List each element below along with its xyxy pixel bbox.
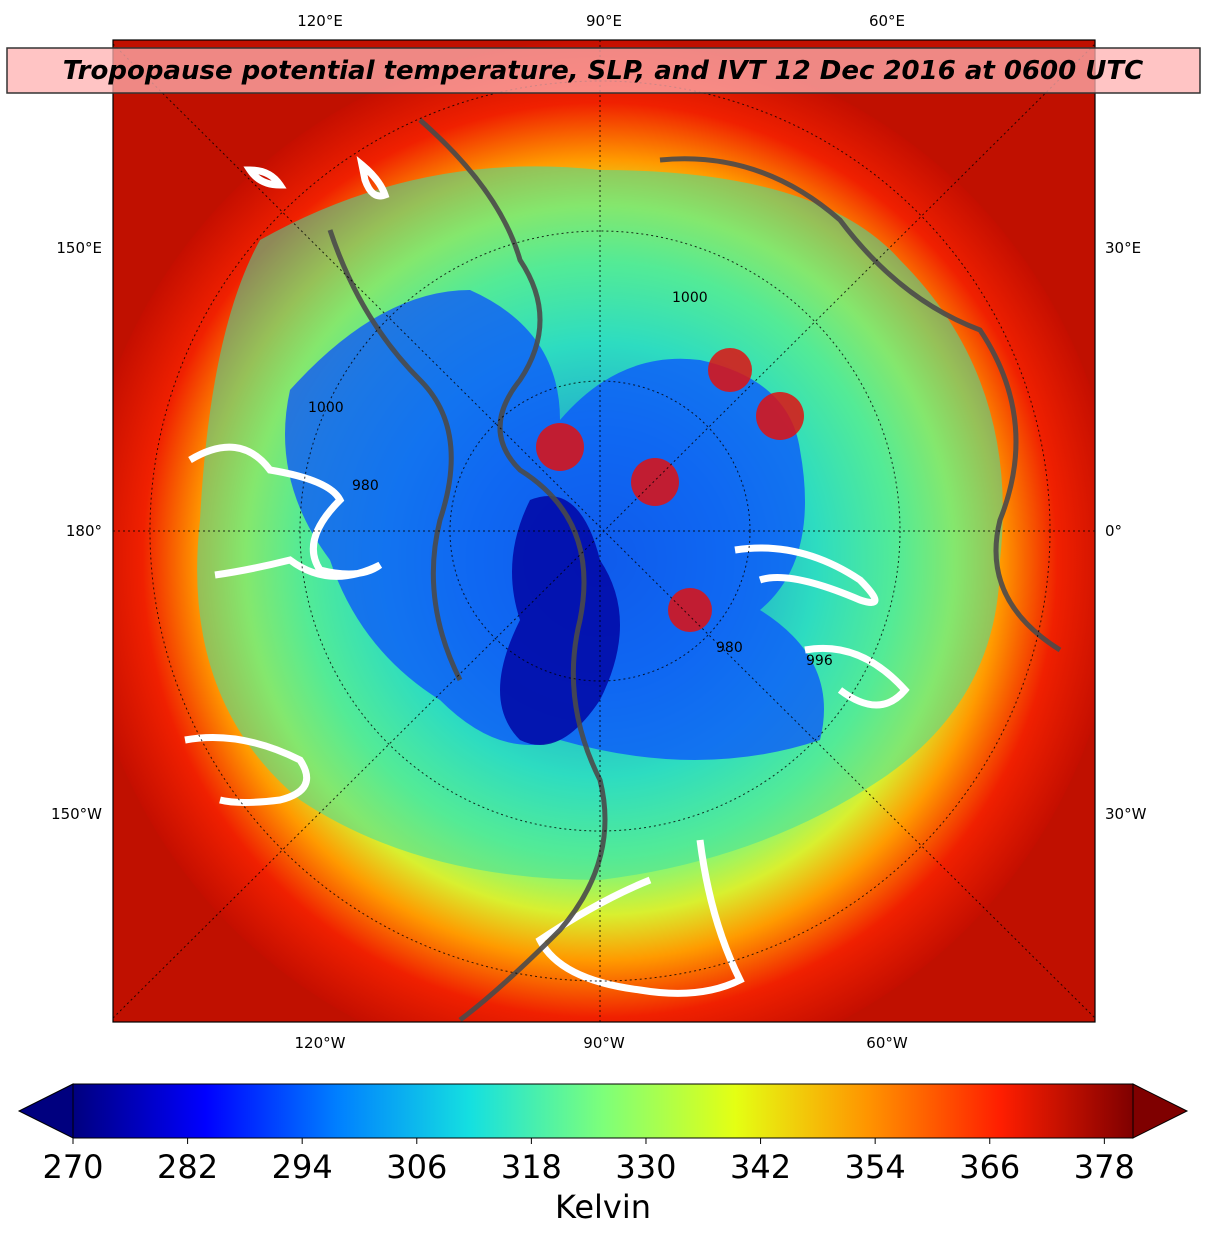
contour-label: 980 — [352, 478, 379, 494]
colorbar-tick-label: 270 — [42, 1148, 103, 1186]
lon-label: 120°E — [297, 12, 343, 30]
map-frame — [112, 39, 1096, 1023]
colorbar-extend-low — [17, 1083, 74, 1139]
colorbar-label: Kelvin — [555, 1188, 651, 1226]
lon-label: 30°W — [1105, 805, 1147, 823]
colorbar-tick-label: 306 — [386, 1148, 447, 1186]
contour-label: 1000 — [672, 290, 708, 306]
contour-label: 980 — [716, 640, 743, 656]
colorbar-tick-label: 354 — [845, 1148, 906, 1186]
lon-label: 30°E — [1105, 239, 1141, 257]
lon-label: 180° — [66, 522, 102, 540]
lon-label: 90°W — [583, 1034, 625, 1052]
lon-label: 120°W — [295, 1034, 346, 1052]
lon-label: 60°E — [869, 12, 905, 30]
colorbar-tick-label: 366 — [959, 1148, 1020, 1186]
title: Tropopause potential temperature, SLP, a… — [63, 56, 1143, 86]
colorbar-tick-label: 378 — [1074, 1148, 1135, 1186]
colorbar: 270 282 294 306 318 330 342 354 366 378 — [17, 1083, 1189, 1186]
colorbar-extend-high — [1132, 1083, 1189, 1139]
longitude-labels: 120°E 90°E 60°E 150°E 180° 150°W 30°E 0°… — [51, 12, 1147, 1052]
lon-label: 150°E — [56, 239, 102, 257]
lon-label: 0° — [1105, 522, 1122, 540]
colorbar-tick-label: 282 — [157, 1148, 218, 1186]
colorbar-tick-label: 330 — [615, 1148, 676, 1186]
contour-label: 996 — [806, 653, 833, 669]
lon-label: 60°W — [866, 1034, 908, 1052]
contour-labels: 1000 980 996 1000 980 — [308, 290, 833, 669]
title-box — [6, 47, 1201, 94]
colorbar-tick-label: 342 — [730, 1148, 791, 1186]
colorbar-body — [72, 1083, 1134, 1139]
lon-label: 150°W — [51, 805, 102, 823]
lon-label: 90°E — [586, 12, 622, 30]
map-field — [113, 40, 1095, 1022]
contour-label: 1000 — [308, 400, 344, 416]
colorbar-tick-label: 318 — [501, 1148, 562, 1186]
colorbar-tick-label: 294 — [272, 1148, 333, 1186]
